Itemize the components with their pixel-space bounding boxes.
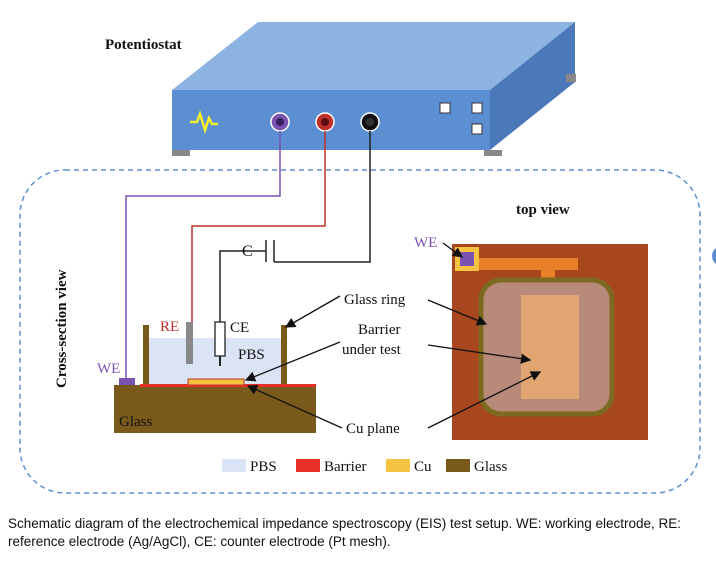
figure-caption: Schematic diagram of the electrochemical… bbox=[8, 516, 682, 549]
top-view: top view WE bbox=[414, 202, 648, 440]
legend-label-cu: Cu bbox=[414, 459, 432, 475]
cu-plane-label: Cu plane bbox=[346, 421, 400, 437]
ce-label: CE bbox=[230, 320, 249, 336]
glass-substrate-label: Glass bbox=[119, 414, 152, 430]
potentiostat-top bbox=[172, 22, 575, 90]
re-label: RE bbox=[160, 319, 179, 335]
legend-swatch-barrier bbox=[296, 459, 320, 472]
potentiostat: Potentiostat bbox=[105, 22, 576, 156]
glass-ring-label: Glass ring bbox=[344, 292, 406, 308]
arrow-glass-ring-top bbox=[427, 299, 488, 326]
cu-plane-top bbox=[521, 295, 579, 399]
ce-jack-center bbox=[366, 118, 374, 126]
ce-wire-to-capacitor bbox=[274, 131, 371, 263]
glass-ring-wall-left bbox=[143, 325, 149, 387]
cu-plane-cross bbox=[187, 378, 245, 386]
potentiostat-foot-right bbox=[484, 150, 502, 156]
wires: C bbox=[125, 131, 371, 378]
glass-substrate bbox=[114, 385, 316, 433]
signal-wave-icon bbox=[190, 110, 218, 135]
legend-swatch-cu bbox=[386, 459, 410, 472]
re-jack-center bbox=[321, 118, 329, 126]
edge-marker bbox=[712, 248, 716, 264]
legend-swatch-glass bbox=[446, 459, 470, 472]
arrow-cu-cross bbox=[246, 384, 343, 429]
capacitor-label: C bbox=[242, 243, 253, 260]
potentiostat-foot-back bbox=[566, 74, 576, 82]
glass-ring-wall-right bbox=[281, 325, 287, 387]
pbs-cell-label: PBS bbox=[238, 347, 265, 363]
front-button-1 bbox=[439, 102, 451, 114]
we-wire bbox=[125, 131, 281, 378]
cross-section-label: Cross-section view bbox=[54, 269, 70, 388]
re-electrode bbox=[186, 322, 193, 364]
arrow-barrier-cross bbox=[244, 341, 341, 382]
top-view-label: top view bbox=[516, 202, 570, 218]
legend-label-pbs: PBS bbox=[250, 459, 277, 475]
legend-swatch-pbs bbox=[222, 459, 246, 472]
arrow-glass-ring-cross bbox=[284, 295, 341, 328]
we-jack-center bbox=[276, 118, 284, 126]
barrier-label-line1: Barrier bbox=[358, 322, 400, 338]
we-contact-pad bbox=[119, 378, 135, 385]
potentiostat-title: Potentiostat bbox=[105, 37, 182, 53]
setup-enclosure bbox=[19, 169, 701, 494]
we-top-label: WE bbox=[414, 235, 437, 251]
we-pad-inner bbox=[460, 252, 474, 266]
ce-wire-to-cell bbox=[219, 250, 266, 322]
barrier-label-line2: under test bbox=[342, 342, 402, 358]
legend-label-barrier: Barrier bbox=[324, 459, 366, 475]
front-button-2 bbox=[471, 102, 483, 114]
arrow-barrier-top bbox=[427, 344, 532, 364]
front-button-3 bbox=[471, 123, 483, 135]
potentiostat-foot-left bbox=[172, 150, 190, 156]
arrow-we-top bbox=[442, 242, 464, 258]
annotations: Glass ring Barrier under test Cu plane bbox=[244, 242, 542, 437]
we-left-label: WE bbox=[97, 361, 120, 377]
legend-label-glass: Glass bbox=[474, 459, 507, 475]
legend: PBS Barrier Cu Glass bbox=[222, 459, 507, 475]
potentiostat-side bbox=[490, 22, 575, 150]
re-wire bbox=[191, 131, 326, 322]
arrow-cu-top bbox=[427, 371, 542, 429]
cross-section: Cross-section view RE CE PBS WE Glass bbox=[54, 269, 316, 433]
ce-electrode bbox=[214, 321, 226, 357]
